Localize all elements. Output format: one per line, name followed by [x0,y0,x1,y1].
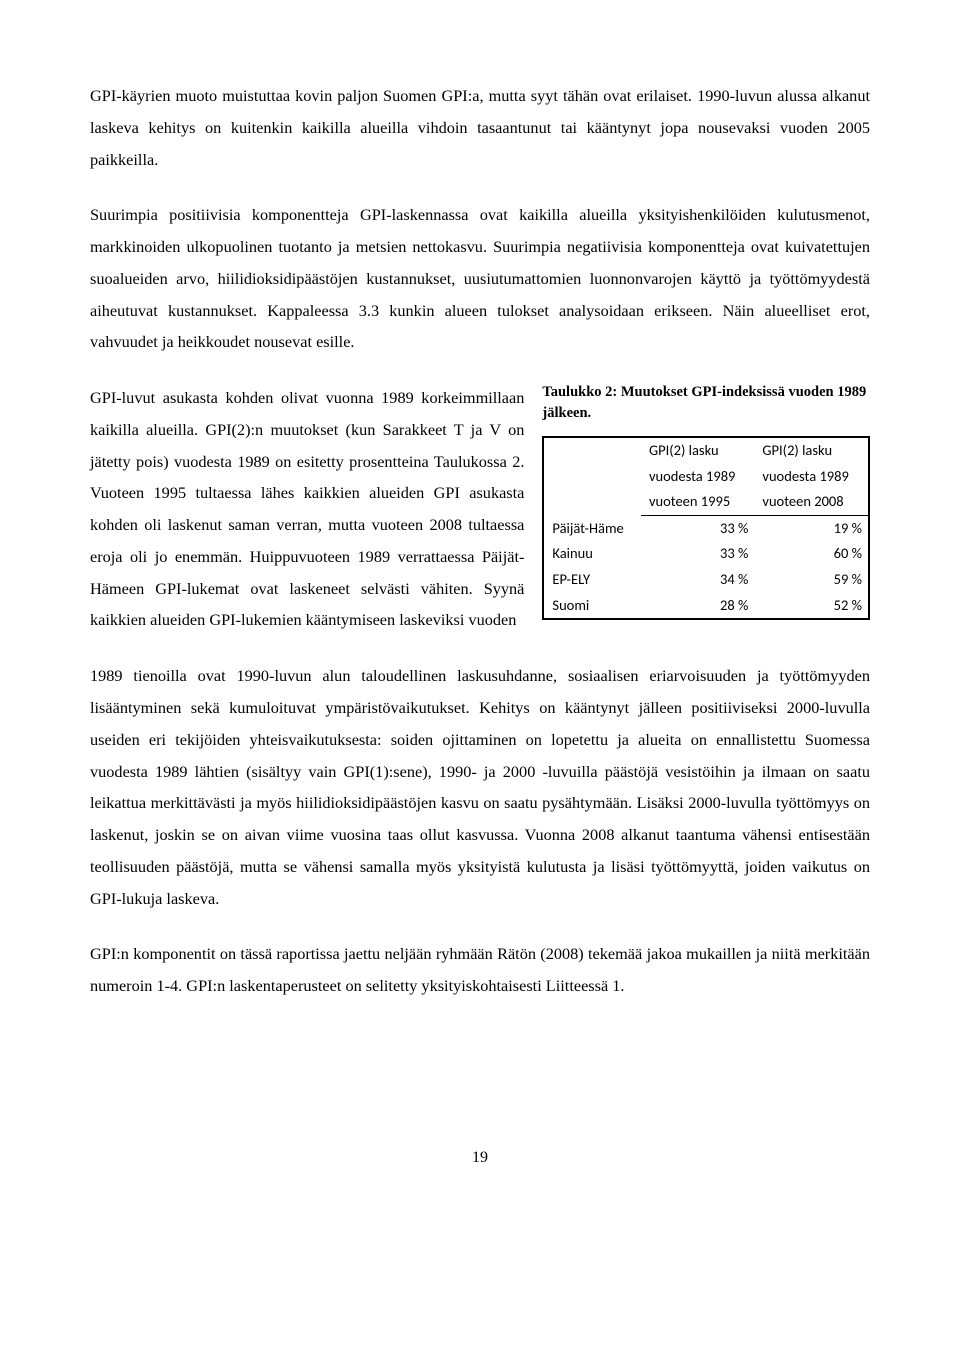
table-cell-region: Päijät-Häme [543,515,641,541]
table-header-col2-l1: GPI(2) lasku [754,437,869,464]
paragraph-1: GPI-käyrien muoto muistuttaa kovin paljo… [90,80,870,175]
table-cell-value: 59 % [754,567,869,593]
table-cell-value: 52 % [754,593,869,620]
table-row: Kainuu 33 % 60 % [543,541,869,567]
table-cell-value: 34 % [641,567,754,593]
paragraph-5: GPI:n komponentit on tässä raportissa ja… [90,938,870,1002]
table-row: EP-ELY 34 % 59 % [543,567,869,593]
table-cell-value: 33 % [641,515,754,541]
paragraph-4: 1989 tienoilla ovat 1990-luvun alun talo… [90,660,870,914]
table-cell-value: 60 % [754,541,869,567]
table-header-col1-l1: GPI(2) lasku [641,437,754,464]
table-cell-value: 33 % [641,541,754,567]
table-cell-region: Kainuu [543,541,641,567]
table-header-col1-l3: vuoteen 1995 [641,489,754,515]
table-header-col1-l2: vuodesta 1989 [641,464,754,490]
table-caption: Taulukko 2: Muutokset GPI-indeksissä vuo… [542,382,870,424]
page-number: 19 [90,1142,870,1173]
two-column-section: GPI-luvut asukasta kohden olivat vuonna … [90,382,870,636]
table-cell-value: 19 % [754,515,869,541]
column-right: Taulukko 2: Muutokset GPI-indeksissä vuo… [542,382,870,636]
table-header-col2-l2: vuodesta 1989 [754,464,869,490]
paragraph-3-left: GPI-luvut asukasta kohden olivat vuonna … [90,382,524,636]
paragraph-2: Suurimpia positiivisia komponentteja GPI… [90,199,870,358]
table-cell-region: EP-ELY [543,567,641,593]
table-header-row: GPI(2) lasku GPI(2) lasku [543,437,869,464]
table-cell-value: 28 % [641,593,754,620]
table-row: Päijät-Häme 33 % 19 % [543,515,869,541]
column-left: GPI-luvut asukasta kohden olivat vuonna … [90,382,524,636]
table-row: Suomi 28 % 52 % [543,593,869,620]
table-header-col2-l3: vuoteen 2008 [754,489,869,515]
table-header-empty [543,437,641,515]
table-cell-region: Suomi [543,593,641,620]
gpi-change-table: GPI(2) lasku GPI(2) lasku vuodesta 1989 … [542,436,870,620]
